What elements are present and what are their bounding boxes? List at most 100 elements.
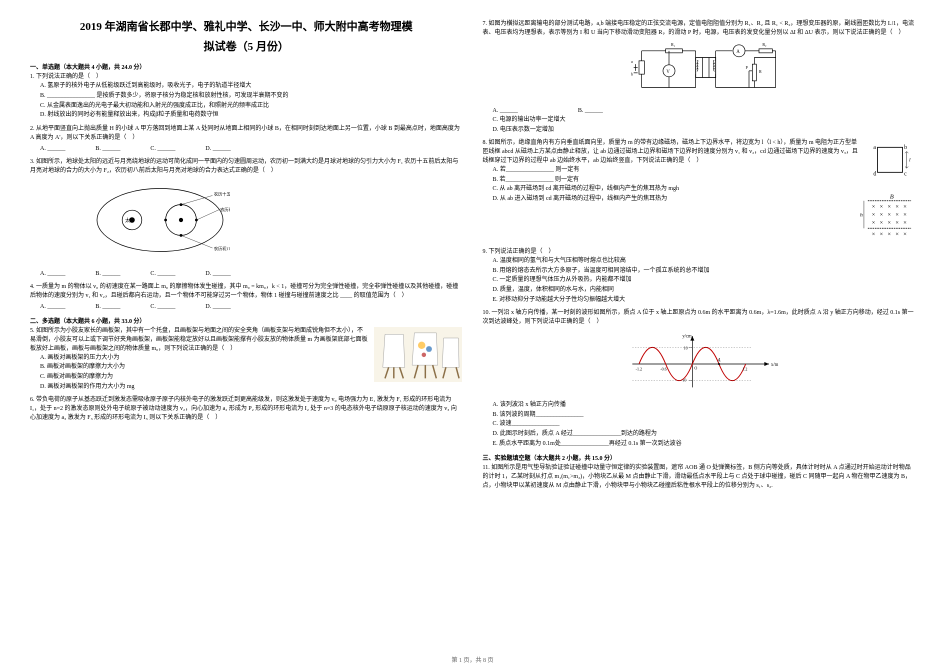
q2-optC: C. ______ bbox=[150, 145, 175, 154]
q1-optB: B. ________________ 是按质子数多少，将原子核分为稳定核和放射… bbox=[40, 92, 463, 102]
square-loop-diagram: a b c d l bbox=[865, 139, 915, 189]
q2-optB: B. ______ bbox=[95, 145, 120, 154]
question-7: 7. 如图为横拟远距离输电的部分测试电路，a,b 端接电压稳定的正弦交流电源，定… bbox=[483, 20, 916, 135]
circuit-r1-label: R₁ bbox=[671, 42, 676, 47]
q7-optA: A. ______ bbox=[493, 107, 518, 116]
svg-text:×: × bbox=[888, 231, 892, 238]
sq-label-a: a bbox=[873, 145, 876, 151]
question-2: 2. 从地平面竖直向上抛出质量 H 的小球 A 甲方落回到地面上某 A 处同时从… bbox=[30, 125, 463, 154]
q1-stem: 1. 下列说法正确的是（ ） bbox=[30, 73, 463, 82]
sq-label-b: b bbox=[904, 145, 907, 151]
svg-text:×: × bbox=[888, 212, 892, 219]
q9-stem: 9. 下列说法正确的是（ ） bbox=[483, 248, 916, 257]
q8-optC: C. 从 ab 离开磁场到 cd 离开磁场的过程中，线框内产生的焦耳热为 mgh bbox=[493, 185, 916, 195]
exam-title-line2: 拟试卷（5 月份） bbox=[30, 38, 463, 54]
q1-optD: D. 射线放出的同时必有能量释放出来，构成β粒子质量和电荷数守恒 bbox=[40, 111, 463, 121]
circuit-v-label: V bbox=[666, 70, 670, 75]
circuit-a-terminal: a bbox=[631, 59, 633, 64]
page-footer: 第 1 页，共 8 页 bbox=[0, 655, 945, 664]
q6-stem: 6. 带负电荷的原子从基态跃迁到激发态需吸收原子原子内核外电子的激发跃迁到更高能… bbox=[30, 396, 463, 423]
q4-optA: A. ______ bbox=[40, 303, 65, 312]
q4-stem: 4. 一质量为 m 的物体以 v₀ 的初速度在某一路面上 m₀ 的摩擦物体发生碰… bbox=[30, 283, 463, 301]
field-b-label: B bbox=[890, 194, 894, 201]
svg-text:×: × bbox=[888, 204, 892, 211]
question-6: 6. 带负电荷的原子从基态跃迁到激发态需吸收原子原子内核外电子的激发跃迁到更高能… bbox=[30, 396, 463, 423]
circuit-r-label: R bbox=[759, 69, 762, 74]
orbit-diagram: 太 农历十五 农历初一 农历初八 bbox=[90, 180, 230, 260]
exam-title-line1: 2019 年湖南省长郡中学、雅礼中学、长沙一中、师大附中高考物理模 bbox=[30, 20, 463, 35]
orbit-label-8: 农历初八 bbox=[214, 245, 230, 252]
question-11: 11. 如图所示是用气垫导轨验证验证碰撞中动量守恒定律的实验装置图，遮帘 AOB… bbox=[483, 464, 916, 491]
q3-optB: B. ______ bbox=[95, 270, 120, 279]
q10-optC: C. 波速________________ bbox=[493, 420, 916, 430]
wave-10-label: 10 bbox=[683, 345, 687, 350]
svg-text:×: × bbox=[880, 220, 884, 227]
section-1-header: 一、单选题（本大题共 4 小题，共 24.0 分） bbox=[30, 62, 463, 71]
question-5: 5. 如图所示为小胶友家长的画板架，其中有一个托盘，且画板架与地面之间的安全夹角… bbox=[30, 327, 463, 392]
q3-optC: C. ______ bbox=[150, 270, 175, 279]
wave-y-label: y/cm bbox=[682, 334, 692, 339]
q10-optA: A. 该列波沿 x 轴正方向传播 bbox=[493, 401, 916, 411]
wave-neg12-label: -1.2 bbox=[635, 367, 641, 372]
q7-stem: 7. 如图为横拟远距离输电的部分测试电路，a,b 端接电压稳定的正弦交流电源，定… bbox=[483, 20, 916, 38]
field-h-label: h bbox=[860, 213, 863, 219]
section-3-header: 三、实验题填空题（本大题共 2 小题，共 15.0 分） bbox=[483, 453, 916, 462]
svg-text:×: × bbox=[903, 231, 907, 238]
right-column: 7. 如图为横拟远距离输电的部分测试电路，a,b 端接电压稳定的正弦交流电源，定… bbox=[483, 20, 916, 495]
svg-text:×: × bbox=[872, 231, 876, 238]
svg-text:×: × bbox=[895, 212, 899, 219]
wave-diagram: x/m y/cm O 10 -10 -1.2 -0.6 1.2 A bbox=[619, 329, 779, 399]
circuit-r2-label: R₂ bbox=[762, 42, 767, 47]
q9-optC: C. 一定质量的理想气体压力从外吸热，内能都不增加 bbox=[493, 276, 916, 286]
question-10: 10. 一列沿 x 轴方向传播，某一时刻的波形如图所示，质点 A 位于 x 轴上… bbox=[483, 309, 916, 449]
svg-text:×: × bbox=[880, 204, 884, 211]
easel-diagram bbox=[373, 327, 463, 382]
q10-optD: D. 此图示时刻后，质点 A 经过________________到达的路程为 bbox=[493, 430, 916, 440]
q8-optD: D. 从 ab 进入磁场到 cd 离开磁场的过程中，线框内产生的焦耳热为 bbox=[493, 195, 916, 205]
q4-optC: C. ______ bbox=[150, 303, 175, 312]
q5-optD: D. 画板对画板架的作用力大小为 mg bbox=[40, 383, 463, 393]
wave-12-label: 1.2 bbox=[742, 367, 747, 372]
sq-label-l: l bbox=[909, 159, 911, 164]
svg-text:×: × bbox=[872, 220, 876, 227]
q10-optB: B. 该列波的周期________________ bbox=[493, 411, 916, 421]
wave-x-label: x/m bbox=[771, 363, 779, 368]
q8-optB: B. 若________________ 则一定有 bbox=[493, 176, 916, 186]
svg-text:×: × bbox=[903, 204, 907, 211]
orbit-label-1: 农历初一 bbox=[220, 206, 230, 213]
circuit-a-label: A bbox=[736, 50, 740, 55]
svg-text:×: × bbox=[903, 220, 907, 227]
svg-text:×: × bbox=[903, 212, 907, 219]
q10-optE: E. 质点水平距离为 0.1m处________________再经过 0.1s… bbox=[493, 440, 916, 450]
q2-stem: 2. 从地平面竖直向上抛出质量 H 的小球 A 甲方落回到地面上某 A 处同时从… bbox=[30, 125, 463, 143]
q9-optD: D. 质量，温度，体积相同的水与水，内能相同 bbox=[493, 286, 916, 296]
circuit-b-terminal: b bbox=[631, 72, 633, 77]
q3-stem: 3. 如图所示，地球处太阳的远近与月亮绕地球的运动可简化成同一平面内的匀速圆周运… bbox=[30, 158, 463, 176]
q1-optA: A. 氢原子的核外电子从低能级跃迁到高能级时，吸收光子，电子的轨道半径增大 bbox=[40, 82, 463, 92]
question-8: a b c d l ××××× ××××× ××××× ××××× bbox=[483, 139, 916, 244]
q3-optD: D. ______ bbox=[205, 270, 230, 279]
q11-stem: 11. 如图所示是用气垫导轨验证验证碰撞中动量守恒定律的实验装置图，遮帘 AOB… bbox=[483, 464, 916, 491]
sq-label-d: d bbox=[873, 172, 876, 178]
q3-optA: A. ______ bbox=[40, 270, 65, 279]
svg-text:×: × bbox=[895, 231, 899, 238]
q8-optA: A. 若________________ 则一定有 bbox=[493, 166, 916, 176]
svg-text:×: × bbox=[895, 204, 899, 211]
field-crosses: ××××× ××××× ××××× ××××× bbox=[872, 204, 907, 239]
svg-text:×: × bbox=[872, 212, 876, 219]
q2-optA: A. ______ bbox=[40, 145, 65, 154]
section-2-header: 二、多选题（本大题共 6 小题，共 33.0 分） bbox=[30, 316, 463, 325]
svg-text:×: × bbox=[888, 220, 892, 227]
question-4: 4. 一质量为 m 的物体以 v₀ 的初速度在某一路面上 m₀ 的摩擦物体发生碰… bbox=[30, 283, 463, 312]
q9-optE: E. 对移动抑分子动能越大分子性均匀振幅越大增大 bbox=[493, 296, 916, 306]
svg-text:×: × bbox=[880, 212, 884, 219]
magnetic-field-diagram: ××××× ××××× ××××× ××××× B h bbox=[860, 189, 915, 244]
circuit-p-label: P bbox=[745, 65, 748, 70]
question-9: 9. 下列说法正确的是（ ） A. 温度相同的氢气和与大气压相等时熔点也比较高 … bbox=[483, 248, 916, 305]
q4-optB: B. ______ bbox=[95, 303, 120, 312]
q4-optD: D. ______ bbox=[205, 303, 230, 312]
q7-optD: D. 电压表示数一定增加 bbox=[493, 126, 916, 136]
circuit-diagram: R₁ V A R₂ bbox=[619, 40, 779, 105]
wave-a-label: A bbox=[716, 358, 720, 363]
question-3: 3. 如图所示，地球处太阳的远近与月亮绕地球的运动可简化成同一平面内的匀速圆周运… bbox=[30, 158, 463, 279]
